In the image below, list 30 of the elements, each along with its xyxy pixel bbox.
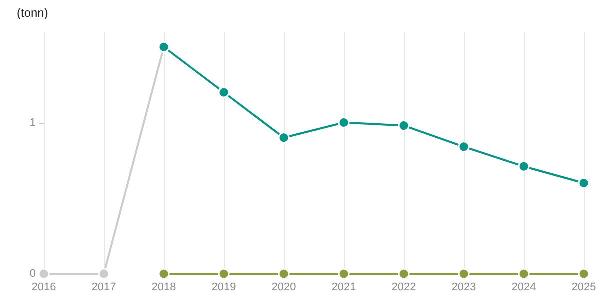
point: [218, 86, 230, 98]
y-axis-title: (tonn): [17, 6, 48, 20]
x-tick-label: 2018: [152, 282, 176, 294]
point: [278, 132, 290, 144]
point: [38, 268, 50, 280]
point: [338, 117, 350, 128]
y-tick-label: 1: [30, 116, 36, 129]
x-tick-label: 2023: [452, 282, 476, 294]
point: [518, 160, 530, 172]
x-tick-label: 2021: [332, 282, 356, 294]
point: [158, 268, 170, 280]
point: [578, 268, 590, 280]
point: [458, 141, 470, 153]
point: [98, 268, 110, 280]
x-tick-label: 2025: [572, 282, 596, 294]
point: [338, 268, 350, 280]
point: [578, 178, 590, 189]
x-tick-label: 2016: [32, 282, 56, 294]
point: [398, 268, 410, 280]
x-tick-label: 2019: [212, 282, 236, 294]
x-tick-label: 2017: [92, 282, 116, 294]
y-tick-label: 0: [30, 268, 36, 280]
x-tick-label: 2022: [392, 282, 416, 294]
x-tick-label: 2024: [512, 282, 536, 294]
point: [518, 268, 530, 280]
point: [398, 120, 410, 132]
point: [458, 268, 470, 280]
point: [218, 268, 230, 280]
x-tick-label: 2020: [272, 282, 296, 294]
point: [278, 268, 290, 280]
